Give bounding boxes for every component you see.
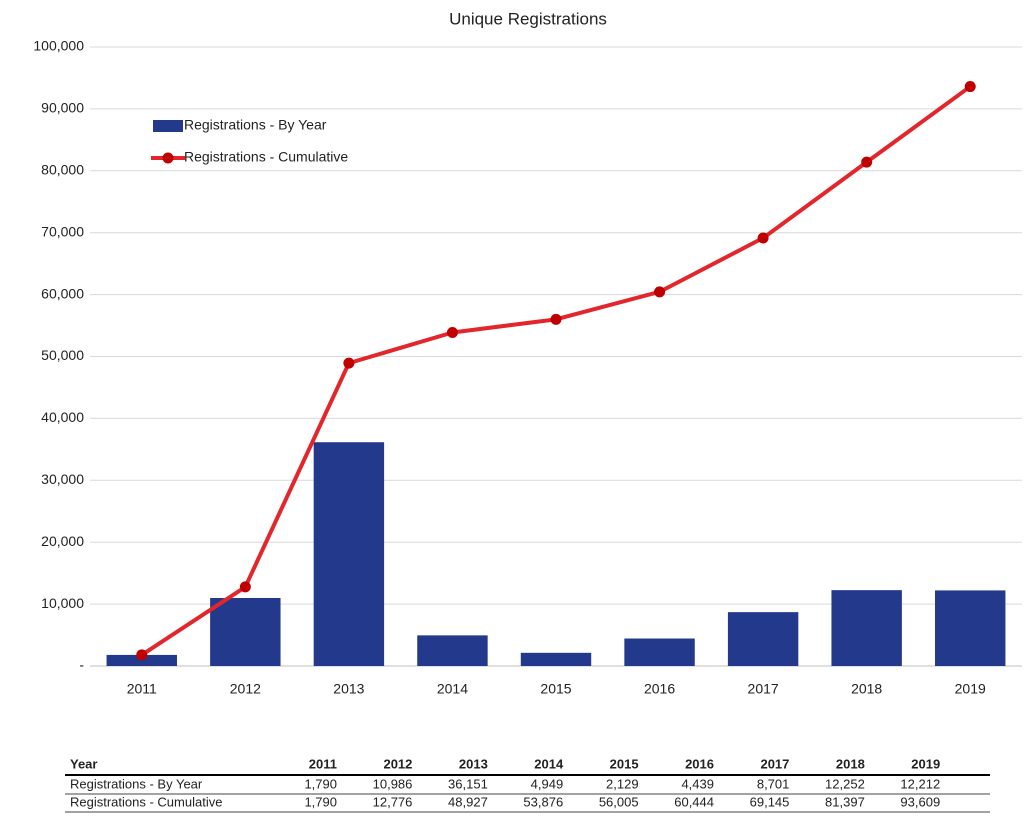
table-cell: 12,776 <box>373 794 413 809</box>
x-tick-label: 2017 <box>748 681 779 697</box>
bar <box>417 635 488 666</box>
y-tick-label: 10,000 <box>41 595 84 611</box>
chart-title: Unique Registrations <box>449 9 607 28</box>
marker <box>446 327 458 339</box>
table-cell: 93,609 <box>900 794 940 809</box>
x-tick-label: 2014 <box>437 681 468 697</box>
y-tick-label: 70,000 <box>41 223 84 239</box>
bar <box>313 442 385 666</box>
table-header: 2016 <box>685 756 714 771</box>
table-header: 2011 <box>309 756 337 771</box>
table-cell: 4,439 <box>681 776 714 791</box>
y-tick-label: 40,000 <box>41 409 84 425</box>
marker <box>757 232 769 244</box>
table-cell: 8,701 <box>757 776 790 791</box>
x-tick-label: 2011 <box>127 681 157 697</box>
y-tick-label: - <box>79 657 84 673</box>
y-tick-label: 60,000 <box>41 285 84 301</box>
table-cell: 12,252 <box>825 776 865 791</box>
marker <box>861 156 873 168</box>
table-cell: 60,444 <box>674 794 714 809</box>
table-header: 2019 <box>911 756 940 771</box>
table-header: 2015 <box>610 756 639 771</box>
table-header: Year <box>70 756 97 771</box>
y-tick-label: 30,000 <box>41 471 84 487</box>
marker <box>550 313 562 325</box>
table-cell: 81,397 <box>825 794 865 809</box>
table-header: 2012 <box>383 756 412 771</box>
table-cell: 56,005 <box>599 794 639 809</box>
table-cell: 1,790 <box>304 776 337 791</box>
table-header: 2014 <box>534 756 564 771</box>
x-tick-label: 2013 <box>333 681 364 697</box>
bar <box>210 597 281 666</box>
table-cell: 1,790 <box>304 794 337 809</box>
table-cell: 69,145 <box>750 794 790 809</box>
x-tick-label: 2012 <box>230 681 261 697</box>
table-cell: 12,212 <box>900 776 940 791</box>
legend-swatch <box>162 152 174 164</box>
y-tick-label: 20,000 <box>41 533 84 549</box>
marker <box>136 649 148 661</box>
table-cell: 10,986 <box>373 776 413 791</box>
x-tick-label: 2018 <box>851 681 882 697</box>
table-cell: 48,927 <box>448 794 488 809</box>
bar <box>727 612 799 666</box>
legend-label: Registrations - By Year <box>184 117 327 133</box>
table-row-label: Registrations - Cumulative <box>70 794 222 809</box>
marker <box>964 81 976 93</box>
bar <box>106 654 177 666</box>
x-tick-label: 2016 <box>644 681 675 697</box>
marker <box>343 357 355 369</box>
y-tick-label: 50,000 <box>41 347 84 363</box>
bar <box>831 590 902 666</box>
bar <box>624 638 695 666</box>
bar <box>935 590 1006 666</box>
table-cell: 2,129 <box>606 776 639 791</box>
table-cell: 36,151 <box>448 776 488 791</box>
x-tick-label: 2019 <box>955 681 986 697</box>
bar <box>520 652 592 666</box>
marker <box>654 286 666 298</box>
table-row-label: Registrations - By Year <box>70 776 203 791</box>
marker <box>239 581 251 593</box>
legend-label: Registrations - Cumulative <box>184 149 348 165</box>
x-tick-label: 2015 <box>540 681 571 697</box>
table-header: 2018 <box>836 756 865 771</box>
table-header: 2017 <box>760 756 789 771</box>
y-tick-label: 80,000 <box>41 162 84 178</box>
table-header: 2013 <box>459 756 488 771</box>
y-tick-label: 90,000 <box>41 100 84 116</box>
legend-swatch <box>153 120 183 132</box>
y-tick-label: 100,000 <box>33 38 84 54</box>
table-cell: 4,949 <box>531 776 564 791</box>
line <box>140 84 972 657</box>
table-cell: 53,876 <box>523 794 563 809</box>
